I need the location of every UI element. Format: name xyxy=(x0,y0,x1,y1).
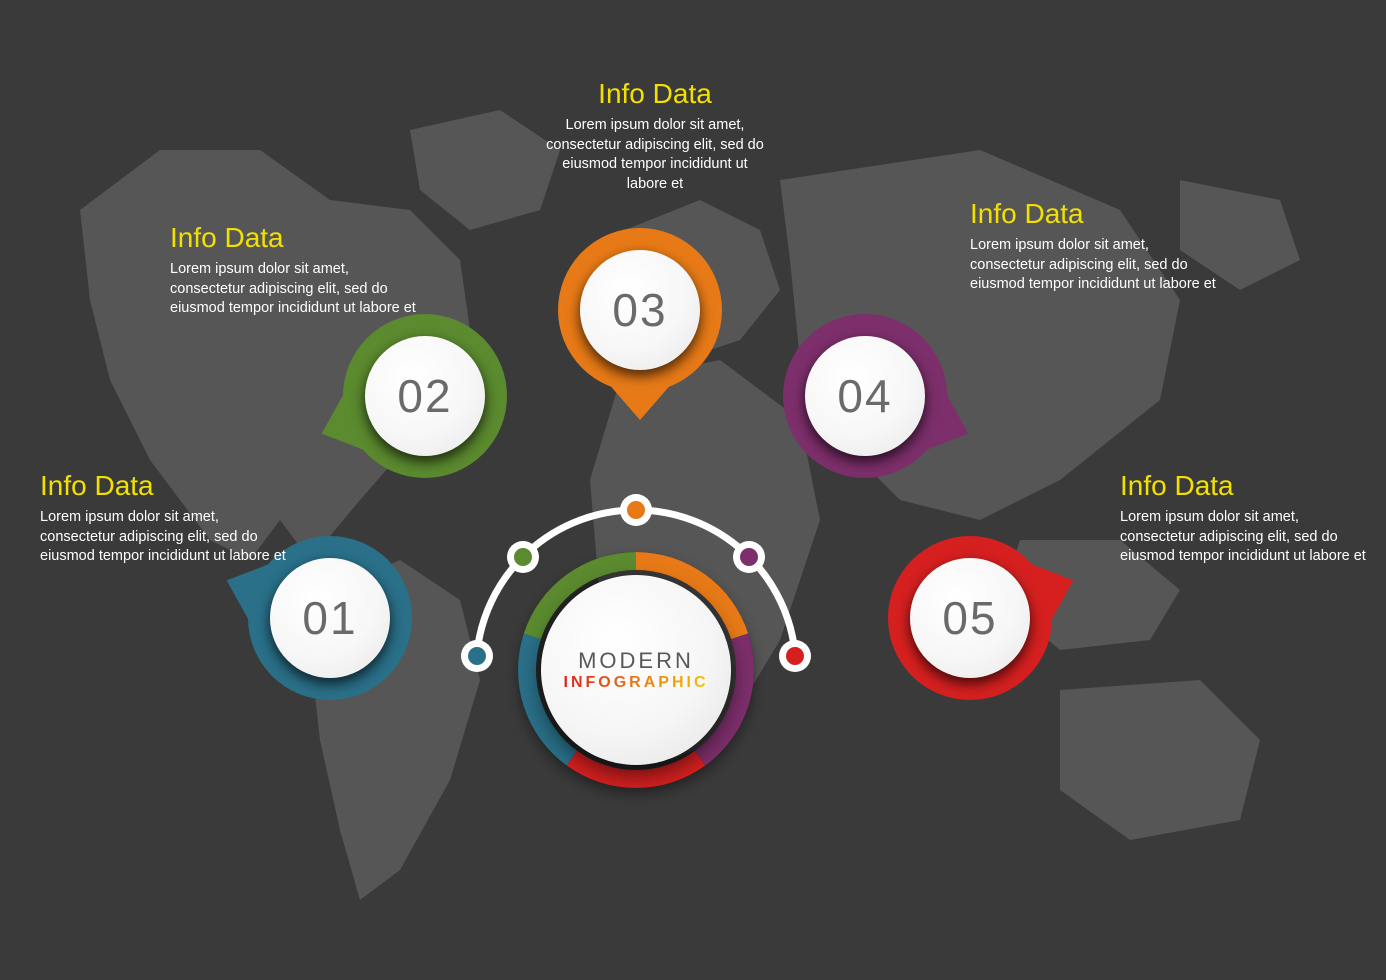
step-badge-03: 03 xyxy=(558,228,722,392)
step-badge-02: 02 xyxy=(343,314,507,478)
step-number: 05 xyxy=(942,591,997,645)
info-block-03: Info Data Lorem ipsum dolor sit amet, con… xyxy=(545,78,765,194)
hub-node xyxy=(620,494,652,526)
hub-title-1: MODERN xyxy=(578,648,694,674)
info-body: Lorem ipsum dolor sit amet, consectetur … xyxy=(545,116,765,194)
info-title: Info Data xyxy=(1120,470,1370,502)
infographic-stage: MODERNINFOGRAPHIC 01 Info Data Lorem ipsum … xyxy=(0,0,1386,980)
hub-node xyxy=(461,640,493,672)
info-title: Info Data xyxy=(40,470,290,502)
info-block-05: Info Data Lorem ipsum dolor sit amet, con… xyxy=(1120,470,1370,567)
info-block-02: Info Data Lorem ipsum dolor sit amet, con… xyxy=(170,222,420,319)
step-number: 01 xyxy=(302,591,357,645)
hub-node xyxy=(733,541,765,573)
info-title: Info Data xyxy=(970,198,1220,230)
hub-disc: MODERNINFOGRAPHIC xyxy=(541,575,731,765)
info-title: Info Data xyxy=(170,222,420,254)
step-number: 02 xyxy=(397,369,452,423)
step-badge-04: 04 xyxy=(783,314,947,478)
info-block-04: Info Data Lorem ipsum dolor sit amet, con… xyxy=(970,198,1220,295)
info-block-01: Info Data Lorem ipsum dolor sit amet, con… xyxy=(40,470,290,567)
hub-title-2: INFOGRAPHIC xyxy=(564,674,709,692)
info-title: Info Data xyxy=(545,78,765,110)
info-body: Lorem ipsum dolor sit amet, consectetur … xyxy=(1120,508,1370,567)
step-number: 04 xyxy=(837,369,892,423)
info-body: Lorem ipsum dolor sit amet, consectetur … xyxy=(40,508,290,567)
info-body: Lorem ipsum dolor sit amet, consectetur … xyxy=(170,260,420,319)
step-number: 03 xyxy=(612,283,667,337)
hub-node xyxy=(507,541,539,573)
info-body: Lorem ipsum dolor sit amet, consectetur … xyxy=(970,236,1220,295)
step-badge-05: 05 xyxy=(888,536,1052,700)
